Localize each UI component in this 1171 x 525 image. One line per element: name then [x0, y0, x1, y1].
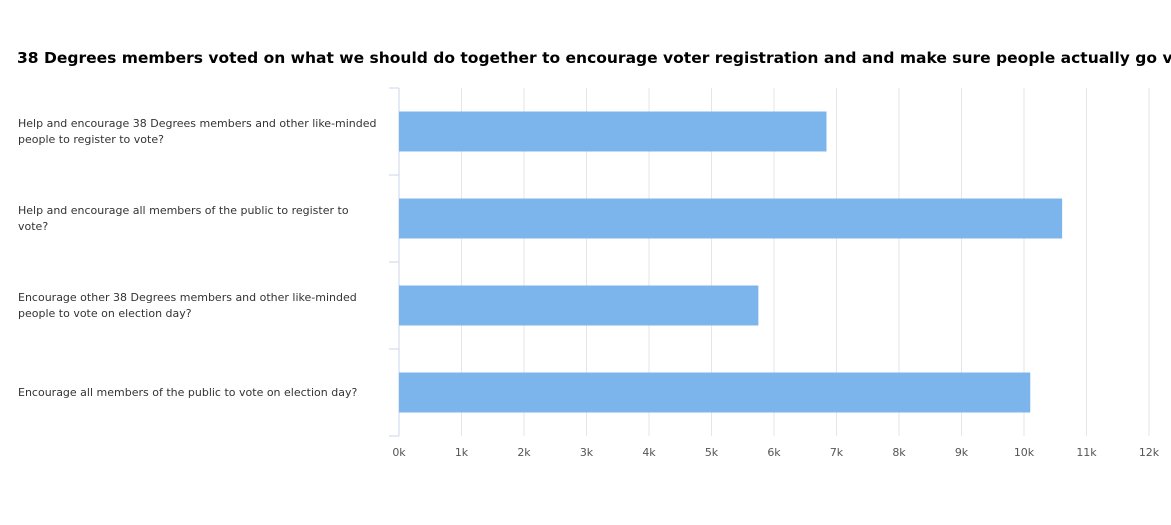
- y-tick-label: Help and encourage 38 Degrees members an…: [18, 116, 377, 146]
- x-tick-label: 5k: [705, 446, 719, 459]
- y-tick-label: Encourage all members of the public to v…: [18, 385, 358, 399]
- bar: [399, 372, 1031, 413]
- x-tick-label: 6k: [767, 446, 781, 459]
- x-tick-label: 10k: [1014, 446, 1035, 459]
- bar: [399, 198, 1063, 239]
- x-tick-label: 12k: [1139, 446, 1160, 459]
- x-tick-label: 2k: [517, 446, 531, 459]
- y-tick-label: Encourage other 38 Degrees members and o…: [18, 290, 357, 320]
- x-tick-label: 8k: [892, 446, 906, 459]
- x-tick-label: 0k: [392, 446, 406, 459]
- x-tick-label: 9k: [955, 446, 969, 459]
- y-tick-label: Help and encourage all members of the pu…: [18, 203, 349, 233]
- bar: [399, 285, 759, 326]
- x-tick-label: 3k: [580, 446, 594, 459]
- x-tick-label: 4k: [642, 446, 656, 459]
- bar: [399, 111, 827, 152]
- chart-title: 38 Degrees members voted on what we shou…: [17, 49, 1171, 67]
- x-tick-label: 11k: [1076, 446, 1097, 459]
- x-tick-label: 7k: [830, 446, 844, 459]
- x-tick-label: 1k: [455, 446, 469, 459]
